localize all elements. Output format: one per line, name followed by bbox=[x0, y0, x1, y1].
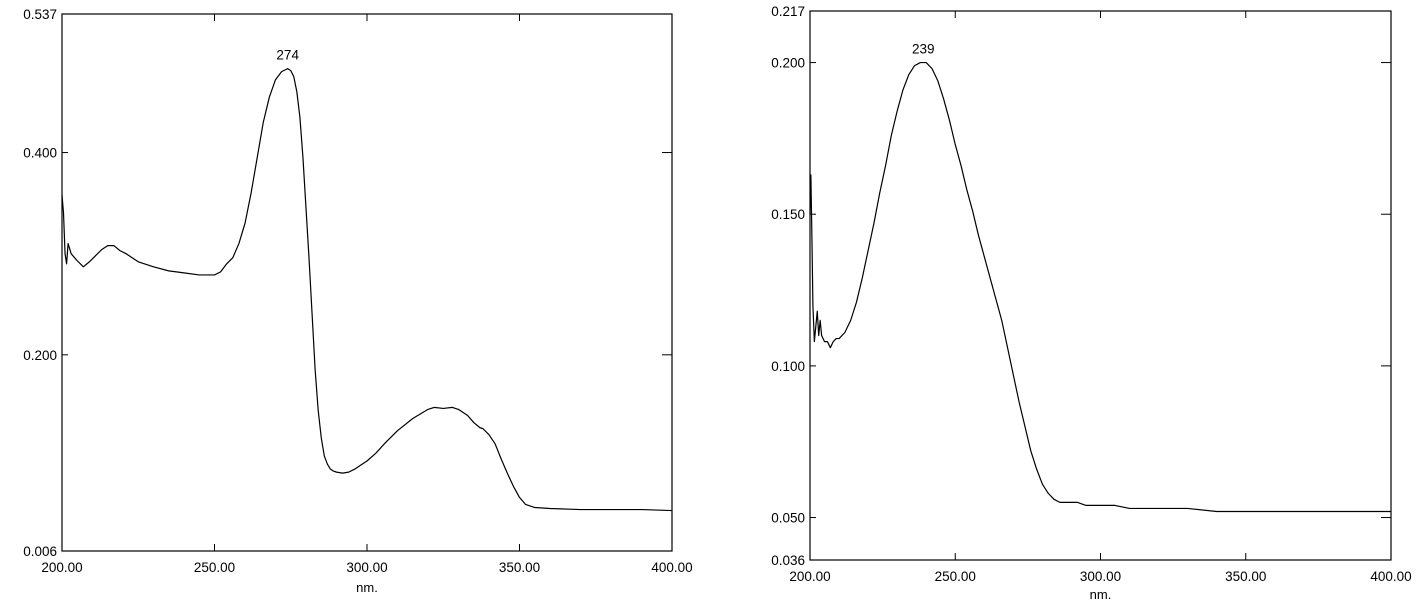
x-tick-label: 400.00 bbox=[651, 560, 692, 575]
y-tick-label: 0.217 bbox=[771, 4, 805, 19]
spectrum-trace bbox=[809, 61, 1391, 513]
x-tick-label: 300.00 bbox=[346, 560, 387, 575]
spectrum-chart-1: 200.00 250.00 300.00 350.00 400.00 0.006 0.200… bbox=[23, 7, 692, 595]
spectrum-trace bbox=[61, 68, 673, 512]
y-tick-label: 0.100 bbox=[771, 359, 805, 374]
x-tick-label: 200.00 bbox=[41, 560, 82, 575]
x-tick-label: 300.00 bbox=[1080, 569, 1121, 584]
x-tick-label: 200.00 bbox=[789, 569, 830, 584]
y-tick-label: 0.150 bbox=[771, 207, 805, 222]
y-tick-label: 0.050 bbox=[771, 511, 805, 526]
y-tick-label: 0.400 bbox=[23, 146, 57, 161]
y-tick-label: 0.537 bbox=[23, 7, 57, 22]
plot-frame bbox=[809, 10, 1392, 561]
x-tick-label: 250.00 bbox=[194, 560, 235, 575]
y-tick-label: 0.200 bbox=[771, 56, 805, 71]
peak-label: 274 bbox=[276, 48, 299, 63]
spectrum-chart-2: 200.00 250.00 300.00 350.00 400.00 0.036 0.050… bbox=[771, 4, 1411, 601]
x-tick-label: 400.00 bbox=[1370, 569, 1411, 584]
y-tick-label: 0.200 bbox=[23, 348, 57, 363]
x-tick-label: 350.00 bbox=[1225, 569, 1266, 584]
x-axis-label: nm. bbox=[1090, 587, 1112, 601]
y-tick-label: 0.036 bbox=[771, 553, 805, 568]
x-tick-label: 250.00 bbox=[935, 569, 976, 584]
plot-frame bbox=[61, 13, 673, 552]
peak-label: 239 bbox=[912, 42, 935, 57]
x-axis-label: nm. bbox=[356, 580, 378, 595]
x-tick-label: 350.00 bbox=[499, 560, 540, 575]
y-tick-label: 0.006 bbox=[23, 544, 57, 559]
